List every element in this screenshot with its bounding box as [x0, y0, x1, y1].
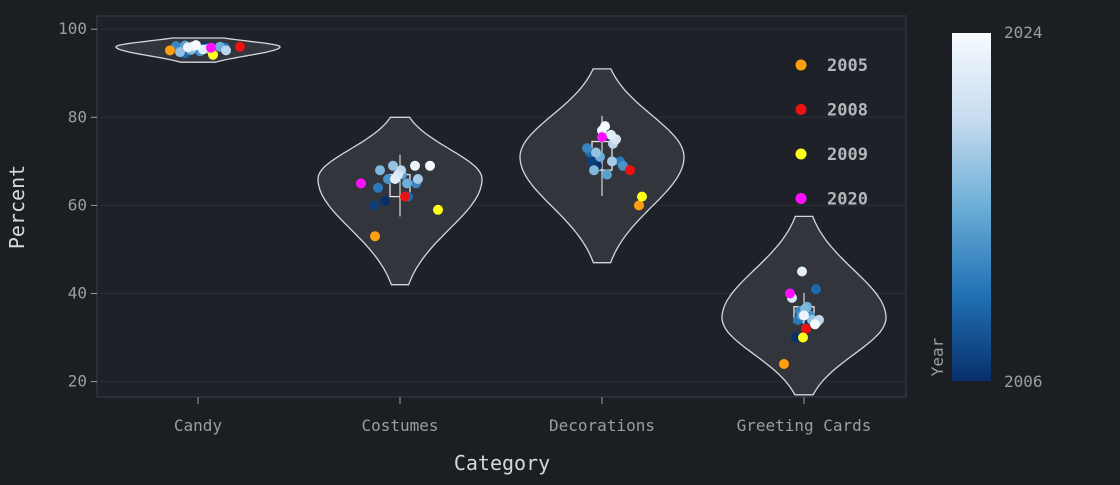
data-point	[799, 310, 809, 321]
data-point	[400, 191, 410, 202]
data-point	[413, 174, 423, 184]
highlight-legend: 2005 2008 2009 2020	[795, 56, 868, 210]
legend-label-2005: 2005	[827, 56, 868, 76]
data-point	[356, 178, 366, 189]
data-point	[383, 174, 393, 184]
legend-label-2008: 2008	[827, 101, 868, 121]
y-tick-label: 40	[68, 283, 87, 302]
data-point	[425, 160, 435, 171]
data-points	[165, 40, 824, 369]
data-point	[373, 182, 383, 193]
y-axis-title: Percent	[5, 165, 29, 249]
data-point	[369, 200, 379, 211]
x-axis-ticks: Candy Costumes Decorations Greeting Cards	[174, 397, 872, 435]
data-point	[183, 42, 193, 53]
data-point	[600, 121, 610, 132]
legend-marker-2005	[795, 59, 807, 71]
data-point	[637, 191, 647, 202]
legend-label-2020: 2020	[827, 190, 868, 210]
x-tick-label: Costumes	[361, 416, 438, 435]
colorbar	[952, 33, 991, 381]
colorbar-min-label: 2006	[1004, 372, 1043, 391]
x-tick-label: Greeting Cards	[737, 416, 872, 435]
data-point	[810, 319, 820, 330]
data-point	[380, 196, 390, 206]
data-point	[779, 359, 789, 369]
data-point	[811, 284, 821, 295]
y-axis-ticks: 20 40 60 80 100	[58, 19, 97, 391]
data-point	[165, 45, 175, 56]
legend-marker-2009	[795, 148, 807, 160]
data-point	[597, 132, 607, 143]
data-point	[591, 147, 601, 158]
colorbar-title: Year	[928, 337, 947, 376]
x-tick-label: Decorations	[549, 416, 655, 435]
data-point	[606, 129, 616, 140]
y-tick-label: 100	[58, 19, 87, 38]
data-point	[791, 332, 801, 343]
y-tick-label: 60	[68, 195, 87, 214]
legend-marker-2008	[795, 104, 807, 115]
data-point	[625, 165, 635, 176]
data-point	[589, 165, 599, 176]
data-point	[221, 45, 231, 56]
data-point	[206, 42, 216, 53]
data-point	[602, 169, 612, 180]
legend-marker-2020	[795, 193, 807, 204]
data-point	[798, 332, 808, 343]
data-point	[582, 143, 592, 154]
data-point	[235, 41, 245, 52]
y-tick-label: 80	[68, 107, 87, 126]
data-point	[375, 165, 385, 176]
data-point	[634, 200, 644, 211]
data-point	[388, 160, 398, 171]
legend-label-2009: 2009	[827, 145, 868, 165]
data-point	[433, 204, 443, 215]
data-point	[587, 156, 597, 167]
data-point	[410, 160, 420, 171]
data-point	[175, 47, 185, 58]
colorbar-max-label: 2024	[1004, 23, 1043, 42]
data-point	[402, 178, 412, 189]
data-point	[797, 266, 807, 277]
data-point	[785, 288, 795, 299]
data-point	[191, 40, 201, 51]
x-tick-label: Candy	[174, 416, 223, 435]
data-point	[607, 156, 617, 167]
y-tick-label: 20	[68, 372, 87, 391]
x-axis-title: Category	[454, 451, 550, 475]
data-point	[370, 231, 380, 242]
data-point	[801, 323, 811, 334]
data-point	[390, 174, 400, 184]
